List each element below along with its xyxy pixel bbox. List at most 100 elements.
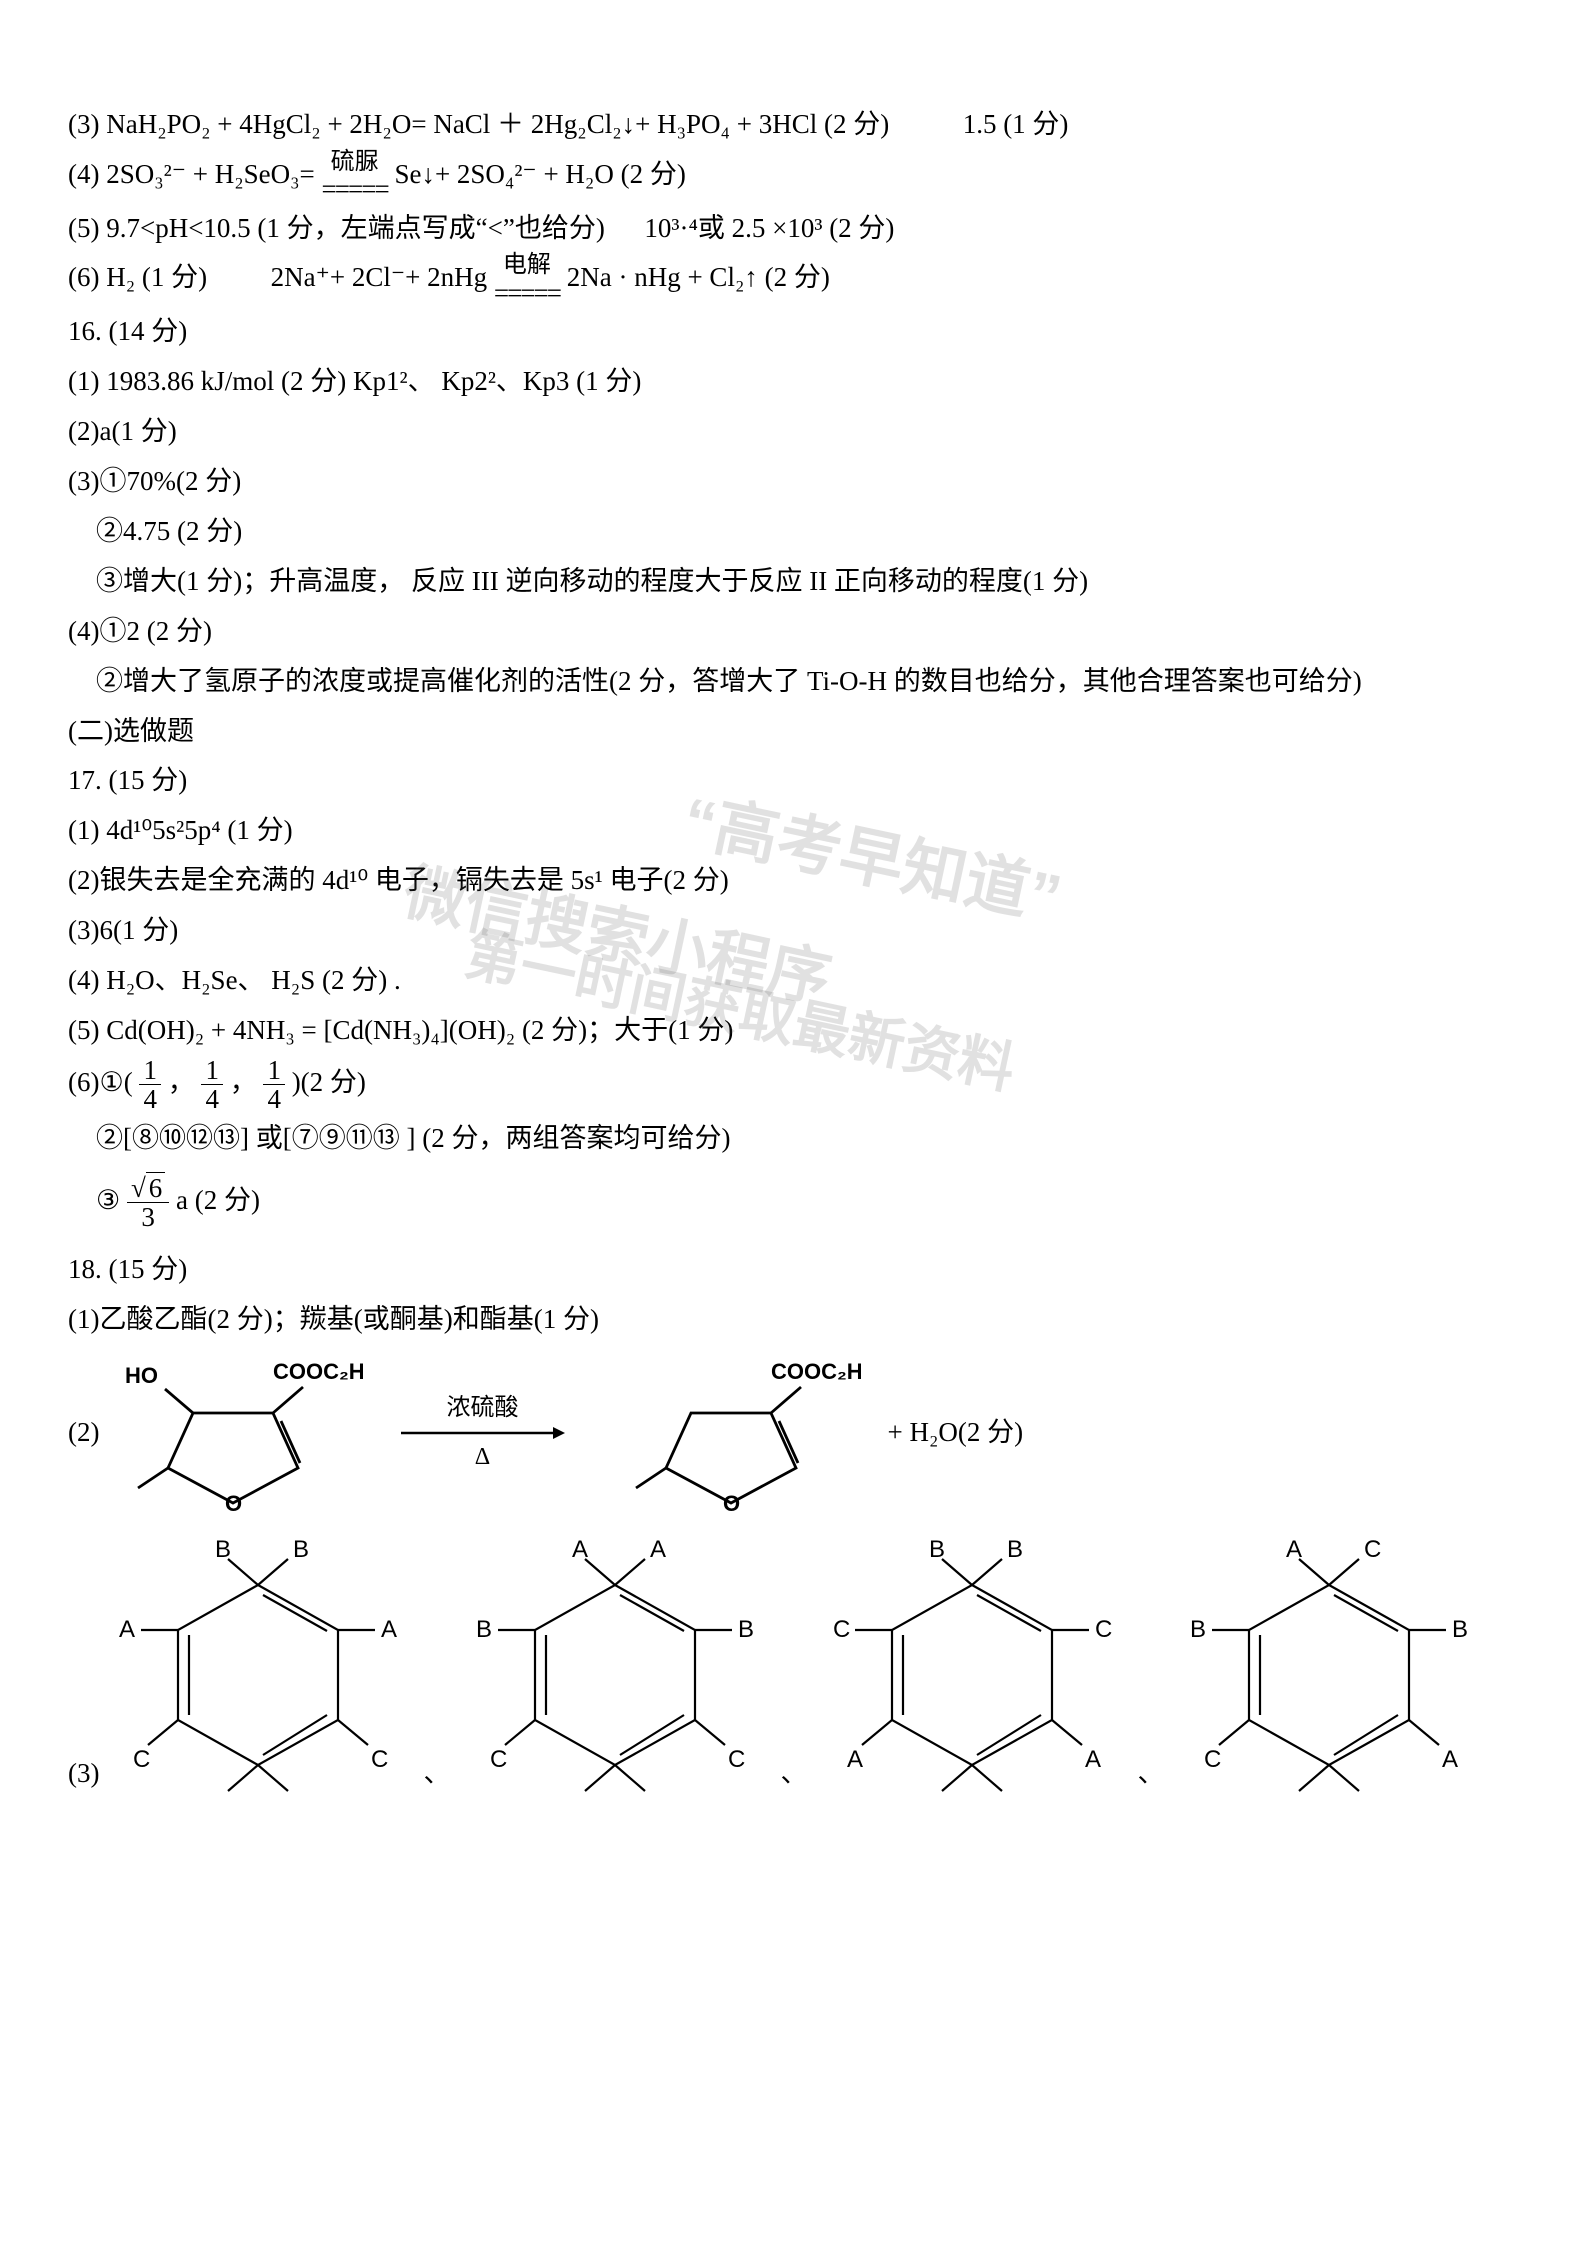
- q17-p5: (5) Cd(OH)₂ + 4NH₃ = [Cd(NH₃)₄](OH)₂ (2 …: [68, 1006, 1519, 1056]
- q18-p1: (1)乙酸乙酯(2 分)；羰基(或酮基)和酯基(1 分): [68, 1295, 1519, 1345]
- svg-text:C: C: [833, 1616, 850, 1643]
- frac-num: 6: [127, 1174, 169, 1203]
- svg-text:B: B: [476, 1616, 492, 1643]
- q18-head: 18. (15 分): [68, 1245, 1519, 1295]
- q6-condition: 电解 =====: [494, 253, 560, 307]
- q4-condition-top: 硫脲: [322, 150, 388, 175]
- svg-text:C: C: [728, 1746, 745, 1773]
- frac-den: 4: [263, 1085, 285, 1113]
- svg-text:A: A: [572, 1539, 588, 1563]
- svg-text:A: A: [847, 1746, 863, 1773]
- svg-text:B: B: [1190, 1616, 1206, 1643]
- q18-p3-label: (3): [68, 1749, 99, 1803]
- svg-text:C: C: [371, 1746, 388, 1773]
- svg-text:A: A: [650, 1539, 666, 1563]
- q17-p6-sep-1: ，: [168, 1067, 195, 1097]
- svg-text:A: A: [1286, 1539, 1302, 1563]
- frac-num: 1: [263, 1056, 285, 1085]
- svg-text:C: C: [1095, 1616, 1112, 1643]
- frac-den: 4: [139, 1085, 161, 1113]
- q6-a: H₂ (1 分): [106, 262, 207, 292]
- q18-p2-arrow-bot: Δ: [397, 1445, 567, 1470]
- q3-label: (3): [68, 109, 106, 139]
- q18-p2-label: (2): [68, 1408, 99, 1458]
- q18-p3-sep-2: 、: [1131, 1749, 1170, 1803]
- q5-b: 10³·⁴或 2.5 ×10³ (2 分): [644, 213, 894, 243]
- q4-label: (4): [68, 159, 106, 189]
- svg-text:HO: HO: [125, 1363, 158, 1388]
- q16-p2: (2)a(1 分): [68, 407, 1519, 457]
- q17-p6-sep-2: ，: [230, 1067, 257, 1097]
- svg-text:O: O: [723, 1491, 740, 1513]
- q17-p6c-tail: a (2 分): [176, 1185, 260, 1215]
- q16-p3c: ③增大(1 分)；升高温度， 反应 III 逆向移动的程度大于反应 II 正向移…: [68, 557, 1519, 607]
- q18-p2-arrow: 浓硫酸 Δ: [397, 1396, 567, 1470]
- q4-condition: 硫脲 =====: [322, 150, 388, 204]
- q17-p6-frac-2: 1 4: [201, 1056, 223, 1114]
- q3-line: (3) NaH₂PO₂ + 4HgCl₂ + 2H₂O= NaCl ＋ 2Hg₂…: [68, 100, 1519, 150]
- q17-p6: (6)①( 1 4 ， 1 4 ， 1 4 )(2 分): [68, 1056, 1519, 1114]
- svg-text:COOC₂H₅: COOC₂H₅: [273, 1359, 363, 1384]
- q17-p2: (2)银失去是全充满的 4d¹⁰ 电子，镉失去是 5s¹ 电子(2 分): [68, 856, 1519, 906]
- q6-mid-pre: 2Na⁺+ 2Cl⁻+ 2nHg: [271, 262, 494, 292]
- hex-slot-2: BBCCAA: [817, 1539, 1127, 1803]
- q18-p2-struct-left: O COOC₂H₅ HO: [103, 1353, 363, 1513]
- q16-p1: (1) 1983.86 kJ/mol (2 分) Kp1²、 Kp2²、Kp3 …: [68, 357, 1519, 407]
- q16-p3: (3)①70%(2 分): [68, 457, 1519, 507]
- q17-p6-frac-3: 1 4: [263, 1056, 285, 1114]
- q17-p3: (3)6(1 分): [68, 906, 1519, 956]
- q18-p2-tail: + H₂O(2 分): [887, 1408, 1023, 1458]
- q6-line: (6) H₂ (1 分) 2Na⁺+ 2Cl⁻+ 2nHg 电解 ===== 2…: [68, 253, 1519, 307]
- q18-p3-sep-0: 、: [417, 1749, 456, 1803]
- q17-p6b: ②[⑧⑩⑫⑬] 或[⑦⑨⑪⑬ ] (2 分，两组答案均可给分): [68, 1114, 1519, 1164]
- svg-text:B: B: [1452, 1616, 1468, 1643]
- svg-text:B: B: [293, 1539, 309, 1563]
- svg-text:C: C: [490, 1746, 507, 1773]
- q4-prefix: 2SO₃²⁻ + H₂SeO₃=: [106, 159, 321, 189]
- q17-p6-tail: )(2 分): [292, 1067, 366, 1097]
- frac-num: 1: [201, 1056, 223, 1085]
- q3-extra: 1.5 (1 分): [963, 109, 1069, 139]
- page-root: “高考早知道” 微信搜索小程序 第一时间获取最新资料 (3) NaH₂PO₂ +…: [0, 0, 1587, 1863]
- section-2-head: (二)选做题: [68, 707, 1519, 757]
- svg-text:O: O: [225, 1491, 242, 1513]
- q6-condition-eq: =====: [494, 279, 560, 307]
- svg-text:C: C: [133, 1746, 150, 1773]
- svg-text:A: A: [119, 1616, 135, 1643]
- q5-a: 9.7<pH<10.5 (1 分，左端点写成“<”也给分): [106, 213, 605, 243]
- q18-p2-arrow-top: 浓硫酸: [397, 1396, 567, 1421]
- q18-p3-sep-1: 、: [774, 1749, 813, 1803]
- q17-head: 17. (15 分): [68, 756, 1519, 806]
- q17-p1: (1) 4d¹⁰5s²5p⁴ (1 分): [68, 806, 1519, 856]
- q16-p4b: ②增大了氢原子的浓度或提高催化剂的活性(2 分，答增大了 Ti-O-H 的数目也…: [68, 657, 1519, 707]
- q18-p2-struct-right: O COOC₂H₅: [601, 1353, 861, 1513]
- sqrt-radicand: 6: [146, 1172, 166, 1203]
- svg-text:A: A: [381, 1616, 397, 1643]
- q4-suffix: Se↓+ 2SO₄²⁻ + H₂O (2 分): [394, 159, 685, 189]
- q6-label: (6): [68, 262, 106, 292]
- q17-p6c: ③ 6 3 a (2 分): [68, 1174, 1519, 1232]
- q17-p4: (4) H₂O、H₂Se、 H₂S (2 分) .: [68, 956, 1519, 1006]
- q17-p6-frac-1: 1 4: [139, 1056, 161, 1114]
- q16-p3b: ②4.75 (2 分): [68, 507, 1519, 557]
- q3-equation: NaH₂PO₂ + 4HgCl₂ + 2H₂O= NaCl ＋ 2Hg₂Cl₂↓…: [106, 109, 889, 139]
- q16-p4: (4)①2 (2 分): [68, 607, 1519, 657]
- hex-slot-1: AABBCC: [460, 1539, 770, 1803]
- q17-p6-lead: (6)①(: [68, 1067, 133, 1097]
- hex-slot-3: A C B B C A: [1174, 1539, 1484, 1803]
- q18-p3-row: (3) BBAACC 、 AABBCC 、 BBCCAA 、 ACBBCA: [68, 1539, 1519, 1803]
- q6-condition-top: 电解: [494, 253, 560, 278]
- svg-text:C: C: [1204, 1746, 1221, 1773]
- frac-den: 3: [127, 1203, 169, 1231]
- sqrt: 6: [131, 1174, 165, 1202]
- hex-slot-0: BBAACC: [103, 1539, 413, 1803]
- q16-head: 16. (14 分): [68, 307, 1519, 357]
- q17-p6c-lead: ③: [96, 1185, 120, 1215]
- q5-line: (5) 9.7<pH<10.5 (1 分，左端点写成“<”也给分) 10³·⁴或…: [68, 204, 1519, 254]
- q6-mid-post: 2Na · nHg + Cl₂↑ (2 分): [567, 262, 830, 292]
- svg-text:COOC₂H₅: COOC₂H₅: [771, 1359, 861, 1384]
- q4-line: (4) 2SO₃²⁻ + H₂SeO₃= 硫脲 ===== Se↓+ 2SO₄²…: [68, 150, 1519, 204]
- svg-text:C: C: [1364, 1539, 1381, 1563]
- frac-den: 4: [201, 1085, 223, 1113]
- svg-text:A: A: [1442, 1746, 1458, 1773]
